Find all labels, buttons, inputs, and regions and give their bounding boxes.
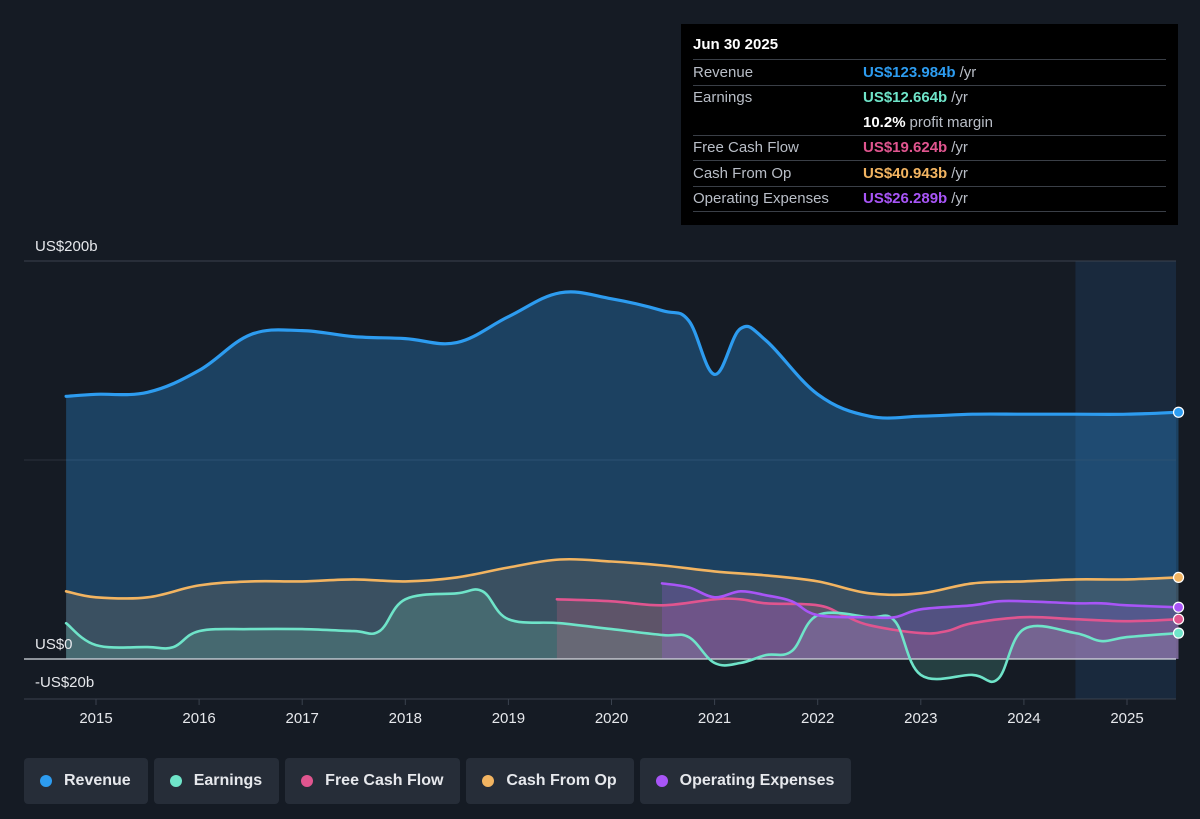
legend-dot-icon	[482, 775, 495, 787]
line-cash-from-op	[64, 557, 1180, 600]
tooltip-row-suffix: /yr	[951, 139, 968, 157]
tooltip-row-suffix: /yr	[951, 164, 968, 182]
legend-dot-icon	[169, 775, 182, 787]
x-tick-label: 2020	[595, 710, 628, 727]
endpoint-revenue	[1172, 406, 1185, 418]
legend-label: Operating Expenses	[679, 772, 835, 789]
legend-item-revenue[interactable]: Revenue	[24, 758, 148, 804]
tooltip-row-value: 10.2%	[863, 113, 906, 131]
tooltip-row: 10.2% profit margin	[693, 110, 1166, 135]
tooltip-row: Cash From Op US$40.943b/yr	[693, 160, 1166, 186]
y-tick-label: US$0	[35, 636, 73, 653]
tooltip-row: Free Cash Flow US$19.624b/yr	[693, 134, 1166, 161]
legend-label: Cash From Op	[506, 772, 617, 789]
tooltip-row: Earnings US$12.664b/yr	[693, 84, 1166, 111]
y-tick-label: -US$20b	[35, 674, 94, 691]
tooltip-date: Jun 30 2025	[693, 36, 779, 53]
x-tick-label: 2016	[182, 710, 215, 727]
area-revenue	[66, 291, 1179, 659]
tooltip-row: Operating Expenses US$26.289b/yr	[693, 185, 1166, 212]
x-tick-label: 2019	[492, 710, 525, 727]
tooltip-row-label: Free Cash Flow	[693, 139, 799, 157]
tooltip-row-suffix: profit margin	[909, 113, 993, 131]
tooltip-panel: Jun 30 2025 Revenue US$123.984b/yr Earning…	[681, 24, 1178, 225]
legend-item-free-cash-flow[interactable]: Free Cash Flow	[285, 758, 461, 804]
x-tick-label: 2018	[389, 710, 422, 727]
tooltip-row-value: US$19.624b	[863, 139, 948, 157]
tooltip-row-value: US$12.664b	[863, 89, 948, 107]
x-tick-label: 2017	[286, 710, 319, 727]
x-tick-label: 2024	[1007, 710, 1040, 727]
line-earnings	[64, 588, 1180, 684]
forecast-shade	[1075, 261, 1176, 699]
tooltip-row-suffix: /yr	[951, 190, 968, 208]
line-operating-expenses	[660, 582, 1180, 620]
tooltip-row-label: Cash From Op	[693, 164, 792, 182]
x-tick-label: 2022	[801, 710, 834, 727]
endpoint-earnings	[1172, 627, 1185, 639]
x-tick-label: 2023	[904, 710, 937, 727]
y-tick-label: US$200b	[35, 238, 98, 255]
legend-dot-icon	[655, 775, 668, 787]
tooltip-row: Revenue US$123.984b/yr	[693, 59, 1166, 85]
line-free-cash-flow	[555, 597, 1180, 635]
endpoint-free-cash-flow	[1172, 613, 1185, 625]
x-tick-label: 2015	[79, 710, 112, 727]
legend-label: Earnings	[193, 772, 263, 789]
legend-item-operating-expenses[interactable]: Operating Expenses	[639, 758, 852, 804]
endpoint-operating-expenses	[1172, 601, 1185, 613]
endpoint-cash-from-op	[1172, 571, 1185, 584]
chart-legend: Revenue Earnings Free Cash Flow Cash From O…	[24, 758, 852, 804]
tooltip-row-label: Earnings	[693, 89, 753, 107]
legend-dot-icon	[301, 775, 314, 787]
area-free-cash-flow	[556, 598, 1179, 659]
legend-item-earnings[interactable]: Earnings	[153, 758, 280, 804]
tooltip-row-label: Operating Expenses	[693, 190, 829, 208]
line-revenue	[64, 290, 1181, 420]
tooltip-row-value: US$40.943b	[863, 164, 948, 182]
tooltip-row-label: Revenue	[693, 63, 754, 81]
tooltip-row-suffix: /yr	[951, 89, 968, 107]
legend-item-cash-from-op[interactable]: Cash From Op	[466, 758, 634, 804]
x-tick-label: 2025	[1110, 710, 1143, 727]
legend-dot-icon	[40, 775, 52, 787]
legend-label: Revenue	[64, 772, 131, 789]
legend-label: Free Cash Flow	[325, 772, 444, 789]
tooltip-row-value: US$26.289b	[863, 190, 948, 208]
tooltip-row-suffix: /yr	[959, 63, 977, 81]
tooltip-row-value: US$123.984b	[863, 63, 956, 81]
x-tick-label: 2021	[698, 710, 731, 727]
